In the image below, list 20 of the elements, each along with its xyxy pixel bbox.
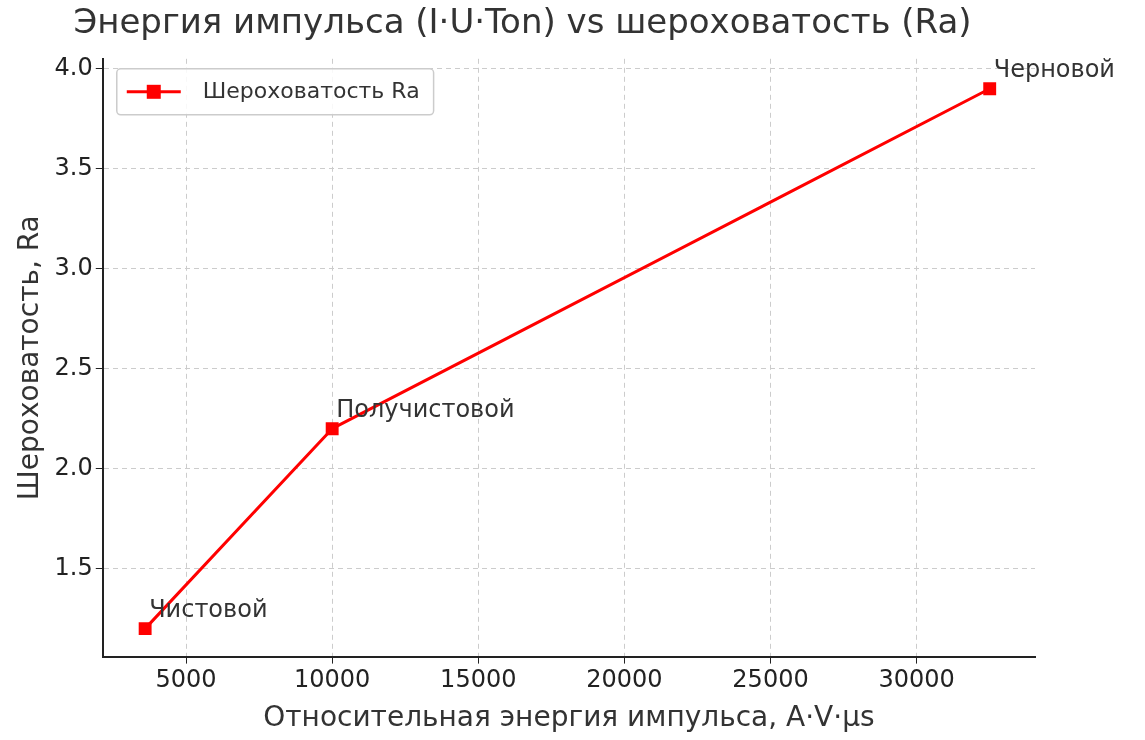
- y-tick-label: 2.5: [54, 352, 93, 381]
- y-tick-label: 1.5: [54, 552, 93, 581]
- point: [325, 422, 339, 436]
- y-tick-label: 2.0: [54, 452, 93, 481]
- x-axis-title: Относительная энергия импульса, A·V·µs: [263, 700, 875, 734]
- x-tick-label: 10000: [293, 665, 371, 694]
- y-tick-label: 3.0: [54, 252, 93, 281]
- x-tick-label: 30000: [878, 665, 955, 694]
- point: [138, 622, 152, 636]
- y-axis-title: Шероховатость, Ra: [12, 215, 46, 501]
- y-tick-label: 4.0: [54, 53, 93, 82]
- chart-title: Энергия импульса (I·U·Ton) vs шероховатость (Ra): [73, 1, 972, 42]
- x-tick-label: 25000: [732, 665, 809, 694]
- annotation: Черновой: [993, 55, 1115, 84]
- legend-label: Шероховатость Ra: [202, 77, 420, 103]
- y-tick-label: 3.5: [54, 153, 93, 181]
- point: [983, 82, 997, 96]
- x-tick-label: 15000: [440, 665, 517, 694]
- x-tick-label: 5000: [155, 665, 217, 694]
- x-tick-label: 20000: [586, 665, 663, 694]
